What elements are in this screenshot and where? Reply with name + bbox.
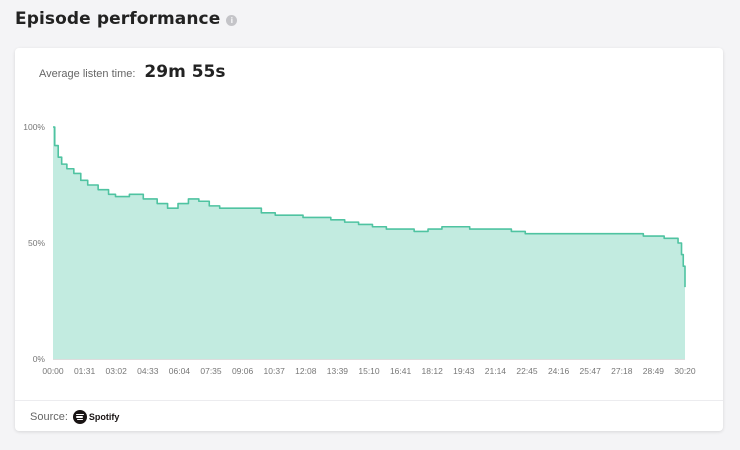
x-tick-label: 13:39 [327, 366, 349, 376]
spotify-icon [72, 409, 87, 424]
x-tick-label: 10:37 [264, 366, 286, 376]
x-tick-label: 27:18 [611, 366, 633, 376]
x-tick-label: 00:00 [42, 366, 64, 376]
x-tick-label: 30:20 [674, 366, 696, 376]
x-tick-label: 04:33 [137, 366, 159, 376]
x-tick-label: 18:12 [422, 366, 444, 376]
x-tick-label: 22:45 [516, 366, 538, 376]
y-tick-label: 50% [28, 238, 45, 248]
stat-label: Average listen time: [39, 68, 136, 80]
x-tick-label: 19:43 [453, 366, 475, 376]
average-listen-time: Average listen time: 29m 55s [39, 62, 225, 82]
x-tick-label: 09:06 [232, 366, 254, 376]
header: Episode performance i [15, 9, 238, 29]
x-tick-label: 07:35 [200, 366, 222, 376]
spotify-wordmark: Spotify [88, 411, 120, 422]
y-tick-label: 100% [23, 122, 45, 132]
spotify-logo: Spotify [72, 409, 120, 424]
x-tick-label: 25:47 [580, 366, 602, 376]
page-title: Episode performance [15, 9, 221, 29]
y-tick-label: 0% [33, 354, 46, 364]
stat-value: 29m 55s [144, 62, 226, 82]
x-tick-label: 16:41 [390, 366, 412, 376]
x-tick-label: 01:31 [74, 366, 96, 376]
series-line [53, 126, 686, 288]
series-area [53, 127, 685, 359]
x-tick-label: 21:14 [485, 366, 507, 376]
x-tick-label: 28:49 [643, 366, 665, 376]
x-tick-label: 03:02 [106, 366, 128, 376]
x-tick-label: 15:10 [358, 366, 380, 376]
listen-retention-chart: 0% 50% 100% 00:00 01:31 03:02 04:33 06:04 07:35 0… [23, 122, 696, 376]
x-tick-label: 24:16 [548, 366, 570, 376]
x-tick-label: 06:04 [169, 366, 191, 376]
info-icon[interactable]: i [226, 14, 238, 26]
source-label: Source: [30, 410, 68, 423]
x-tick-label: 12:08 [295, 366, 317, 376]
source-footer: Source: Spotify [15, 400, 723, 432]
performance-card: Average listen time: 29m 55s 0% 50% 100% 00… [15, 48, 723, 431]
